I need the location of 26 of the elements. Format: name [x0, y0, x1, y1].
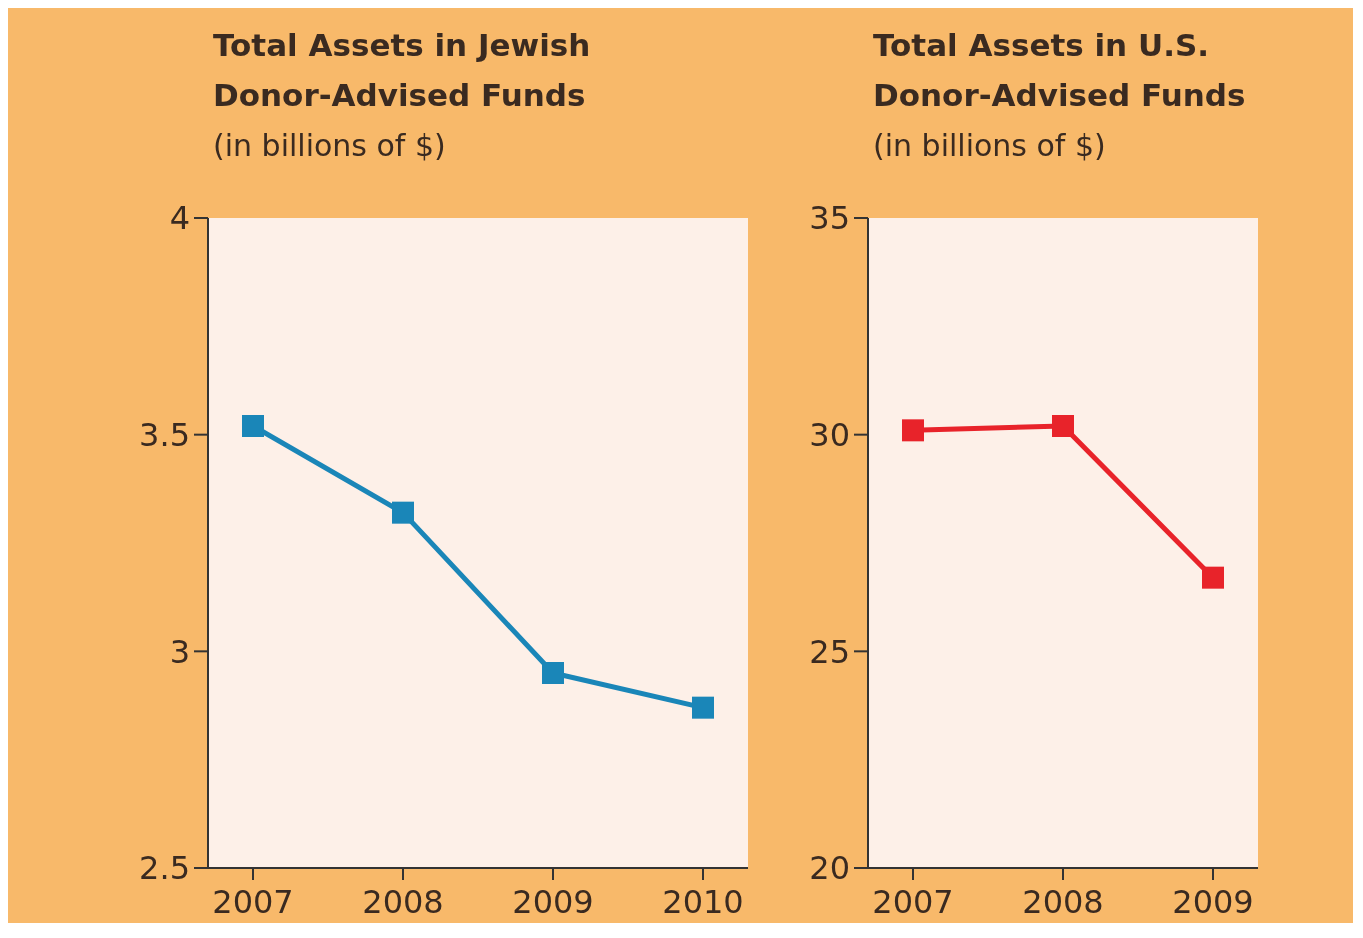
- y-tick-label: 3.5: [139, 415, 190, 454]
- x-tick-label: 2010: [662, 883, 744, 921]
- point: [392, 501, 414, 524]
- point: [1202, 566, 1224, 589]
- y-tick-label: 35: [809, 199, 850, 238]
- y-tick-label: 2.5: [139, 849, 190, 888]
- point: [542, 662, 564, 684]
- x-tick-label: 2007: [872, 883, 954, 921]
- point: [902, 419, 924, 442]
- y-tick-label: 3: [169, 632, 190, 671]
- point: [242, 415, 264, 437]
- chart-subtitle: (in billions of $): [213, 128, 446, 163]
- chart-title: Total Assets in Jewish Donor-Advised Funds: [213, 27, 591, 113]
- x-tick-label: 2009: [1172, 883, 1254, 921]
- y-tick-label: 4: [169, 199, 190, 238]
- x-tick-label: 2008: [1022, 883, 1104, 921]
- chart-title: Total Assets in U.S. Donor-Advised Funds: [873, 27, 1246, 113]
- x-tick-label: 2007: [212, 883, 294, 921]
- x-tick-label: 2008: [362, 883, 444, 921]
- y-tick-label: 30: [809, 415, 850, 454]
- y-tick-label: 20: [809, 849, 850, 888]
- point: [692, 696, 714, 719]
- point: [1052, 415, 1074, 437]
- x-tick-label: 2009: [512, 883, 594, 921]
- chart-subtitle: (in billions of $): [873, 128, 1106, 163]
- y-tick-label: 25: [809, 632, 850, 671]
